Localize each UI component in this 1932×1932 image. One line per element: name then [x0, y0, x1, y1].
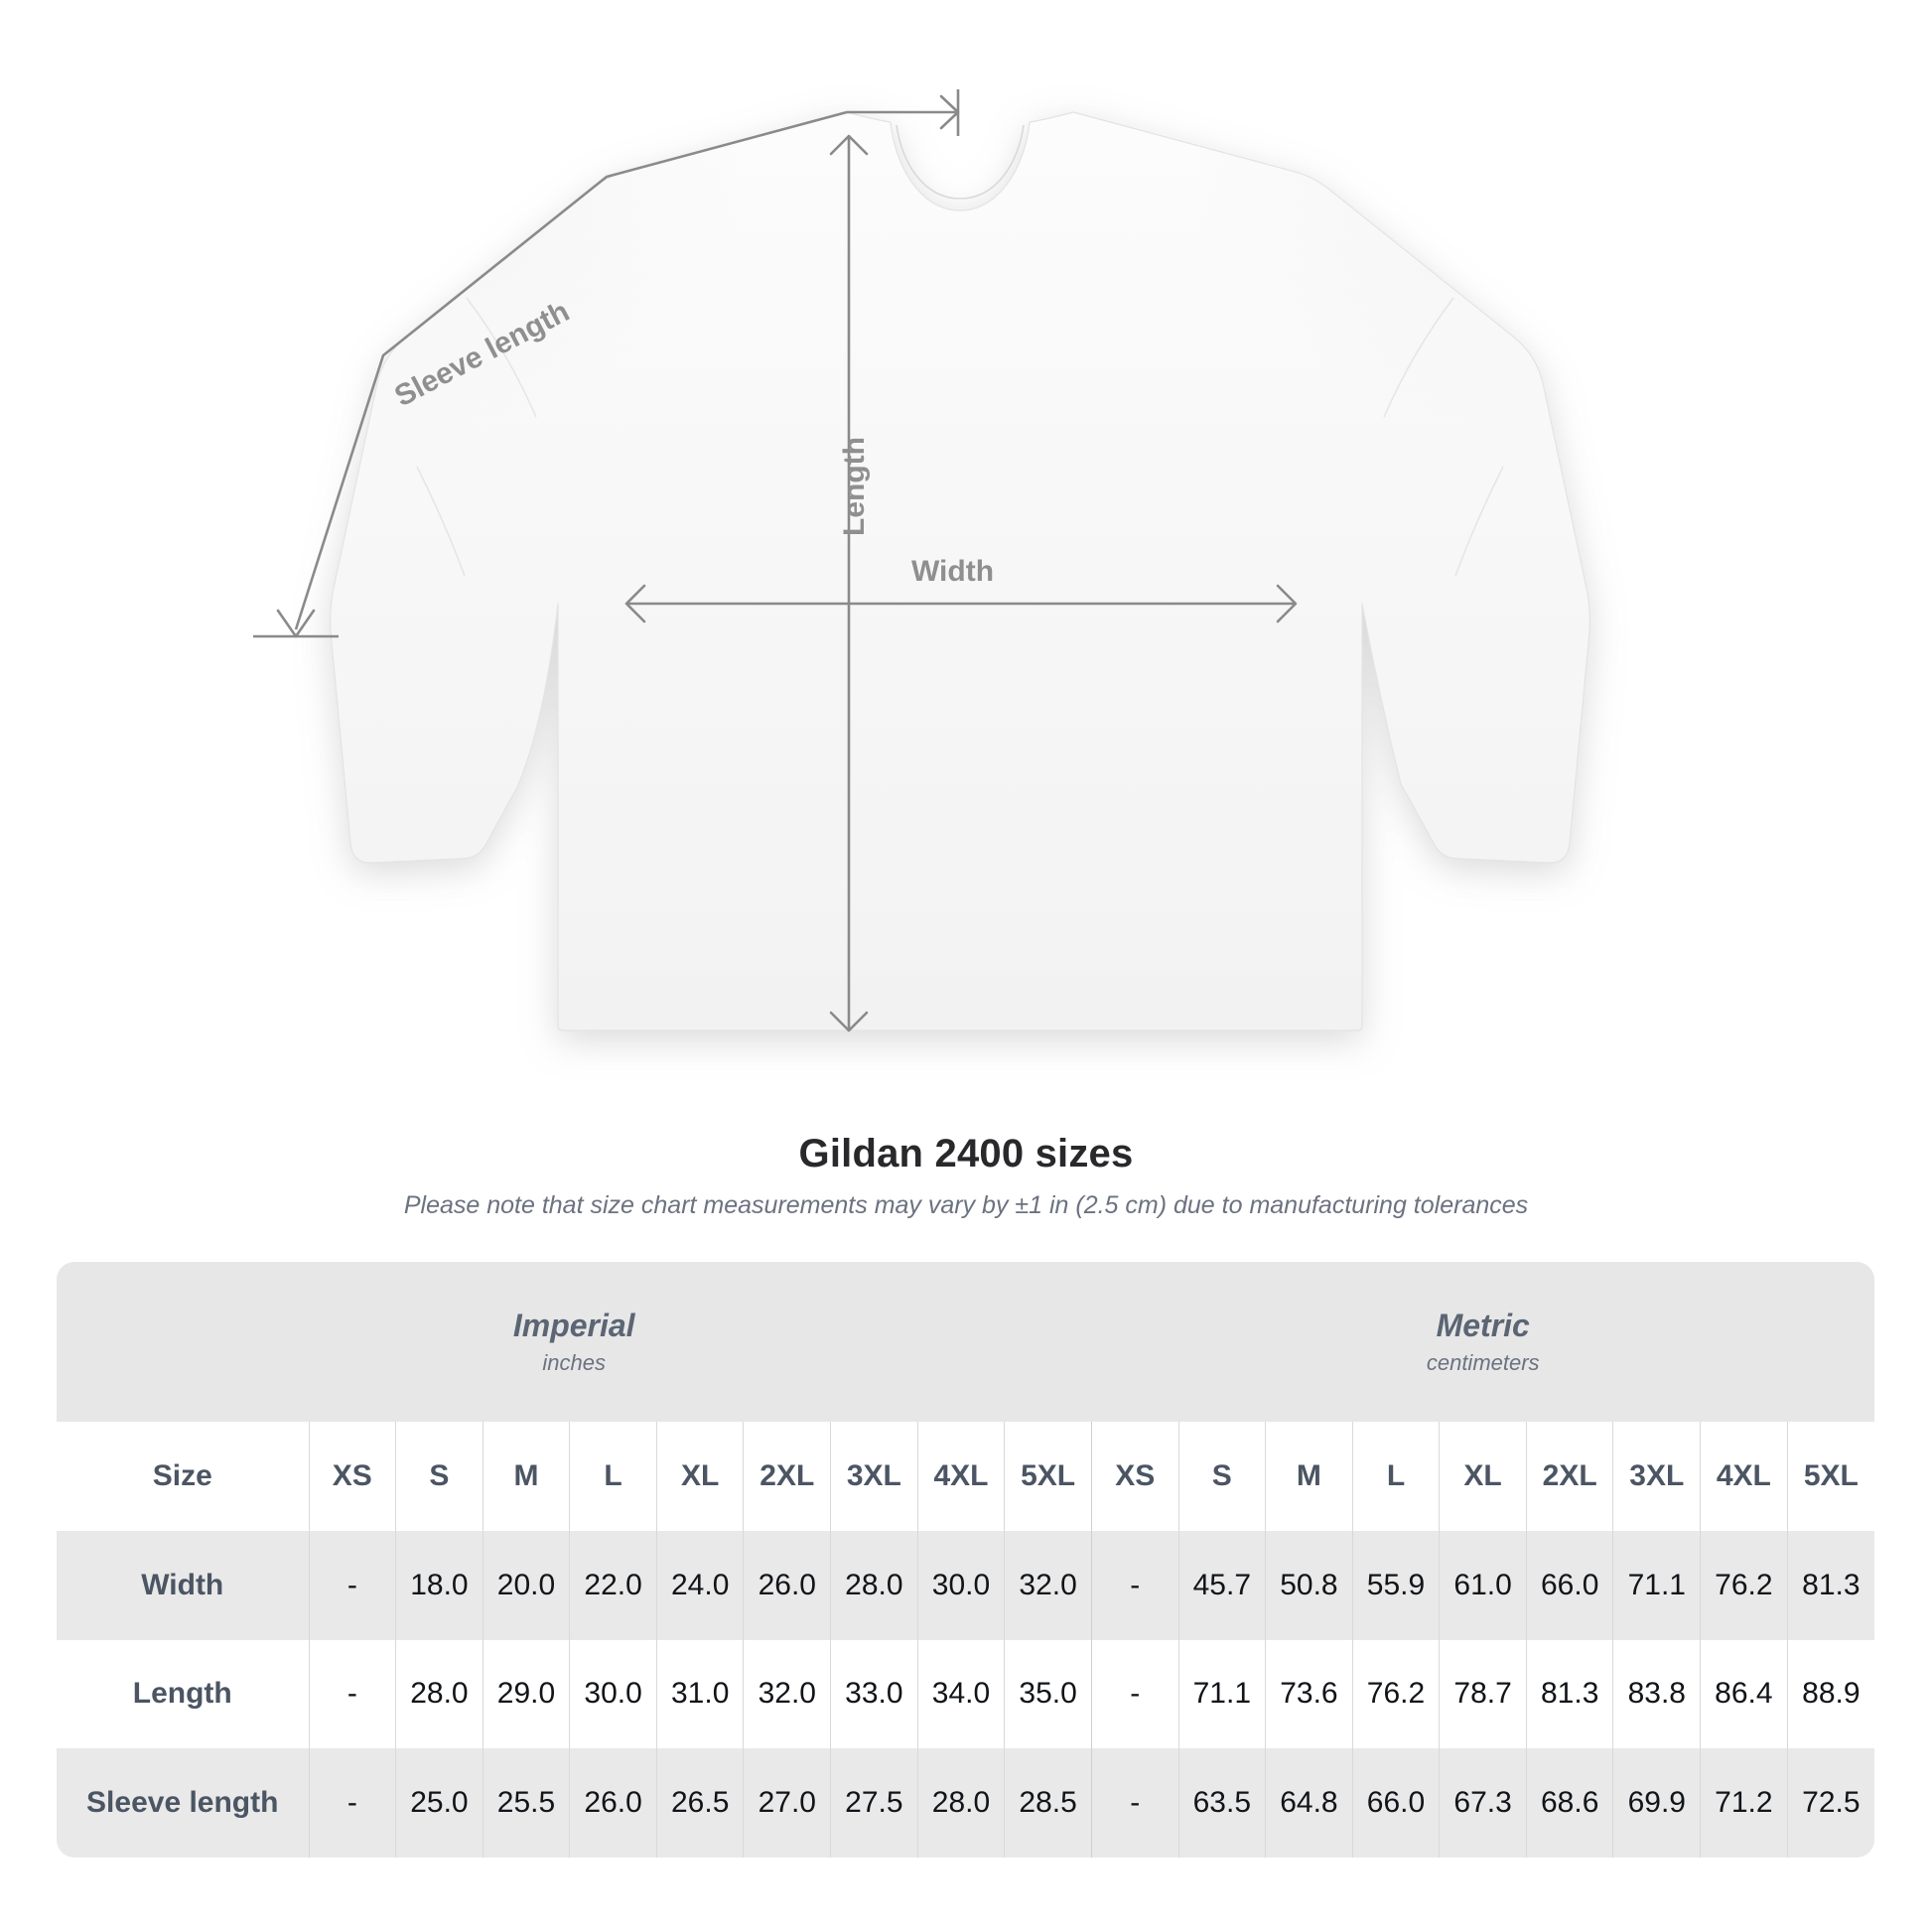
svg-text:Length: Length	[838, 437, 871, 536]
svg-text:Width: Width	[911, 555, 994, 588]
